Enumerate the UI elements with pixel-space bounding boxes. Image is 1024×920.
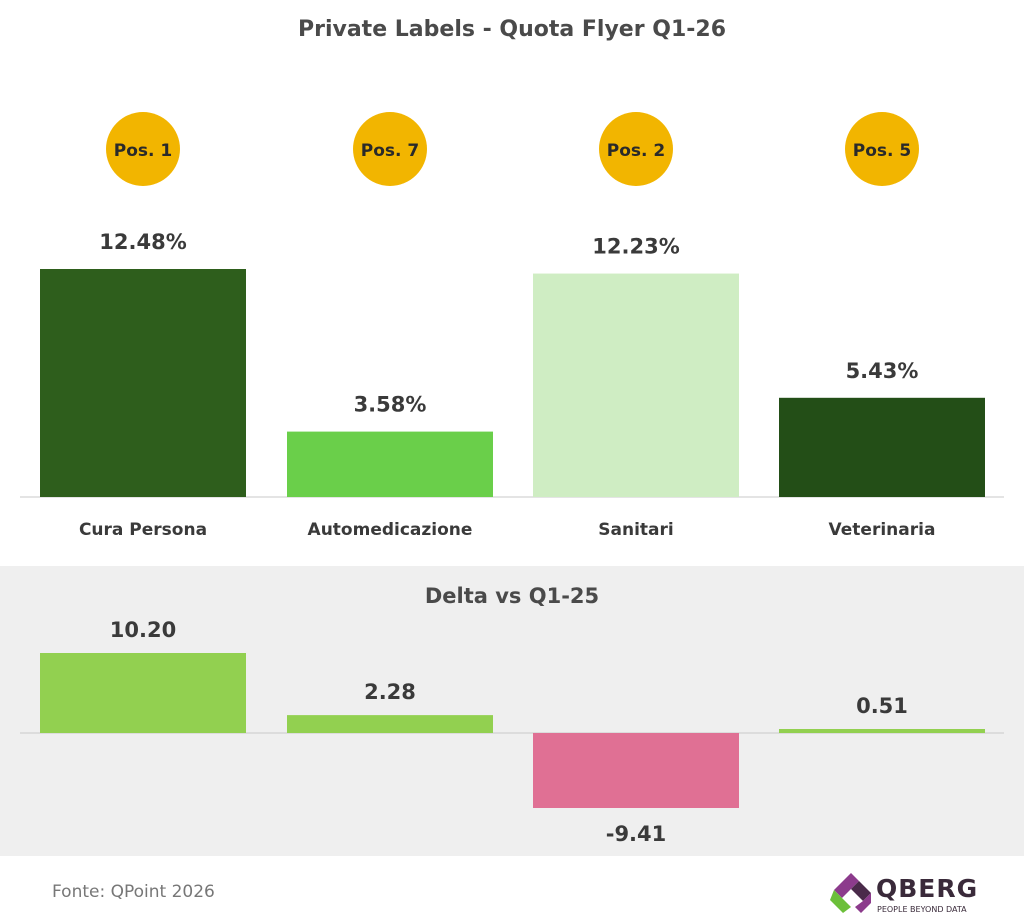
logo-tagline: PEOPLE BEYOND DATA [877, 905, 967, 914]
category-label: Veterinaria [829, 520, 936, 540]
position-badge [599, 112, 673, 186]
qberg-logo: QBERG PEOPLE BEYOND DATA [830, 872, 980, 918]
position-badge-label: Pos. 1 [114, 141, 172, 161]
share-value-label: 12.48% [99, 230, 186, 254]
share-bar [40, 269, 246, 497]
logo-name: QBERG [876, 874, 979, 903]
delta-value-label: 0.51 [856, 694, 908, 718]
delta-value-label: 2.28 [364, 680, 416, 704]
share-bar [533, 273, 739, 497]
source-note: Fonte: QPoint 2026 [52, 882, 215, 902]
share-bar [779, 397, 985, 497]
position-badge [845, 112, 919, 186]
share-bar [287, 431, 493, 497]
delta-value-label: 10.20 [110, 618, 176, 642]
position-badge-label: Pos. 7 [361, 141, 419, 161]
position-badge-label: Pos. 5 [853, 141, 911, 161]
delta-bar [533, 733, 739, 808]
share-value-label: 12.23% [592, 235, 679, 259]
qberg-logo-mark-icon [830, 873, 871, 913]
share-value-label: 5.43% [846, 359, 919, 383]
category-label: Sanitari [598, 520, 673, 540]
delta-value-label: -9.41 [606, 822, 667, 846]
chart-title: Private Labels - Quota Flyer Q1-26 [297, 17, 726, 42]
delta-bar [779, 729, 985, 733]
position-badge [353, 112, 427, 186]
position-badge-label: Pos. 2 [607, 141, 665, 161]
delta-bar [287, 715, 493, 733]
position-badge [106, 112, 180, 186]
category-label: Automedicazione [308, 520, 473, 540]
delta-title: Delta vs Q1-25 [424, 584, 600, 608]
delta-bar [40, 653, 246, 733]
category-label: Cura Persona [79, 520, 207, 540]
share-value-label: 3.58% [354, 393, 427, 417]
